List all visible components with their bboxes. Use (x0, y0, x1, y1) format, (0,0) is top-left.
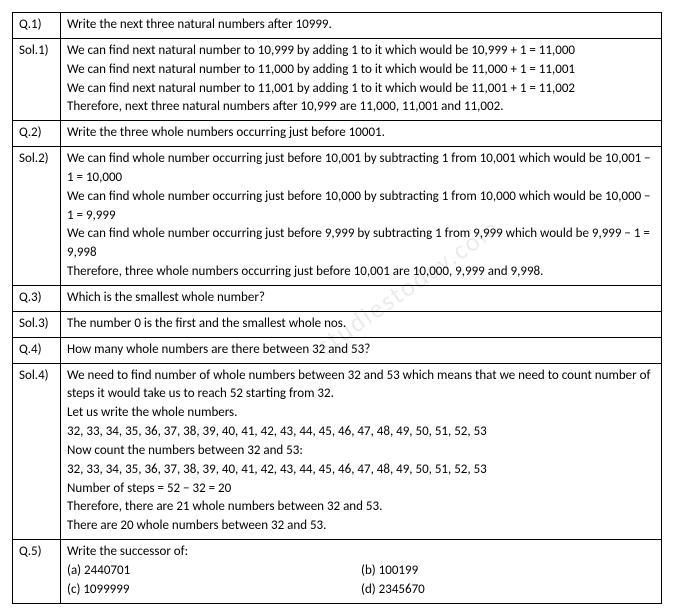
content-line: Therefore, there are 21 whole numbers be… (67, 498, 655, 517)
content-line: We can find whole number occurring just … (67, 150, 655, 188)
row-content: We need to find number of whole numbers … (61, 363, 662, 540)
content-line: We can find whole number occurring just … (67, 225, 655, 263)
row-label: Sol.4) (13, 363, 61, 540)
content-line: We can find whole number occurring just … (67, 188, 655, 226)
row-content: Write the next three natural numbers aft… (61, 13, 662, 39)
options-group: (a) 2440701(b) 100199(c) 1099999(d) 2345… (67, 562, 655, 600)
table-row: Sol.4)We need to find number of whole nu… (13, 363, 662, 540)
row-label: Sol.2) (13, 147, 61, 286)
row-label: Q.3) (13, 285, 61, 311)
row-content: We can find whole number occurring just … (61, 147, 662, 286)
content-line: The number 0 is the first and the smalle… (67, 315, 655, 334)
table-row: Q.3) Which is the smallest whole number? (13, 285, 662, 311)
content-line: We need to find number of whole numbers … (67, 367, 655, 405)
option: (b) 100199 (361, 562, 655, 581)
row-label: Q.2) (13, 121, 61, 147)
worksheet-table: Q.1) Write the next three natural numbers… (12, 12, 662, 604)
content-line: How many whole numbers are there between… (67, 341, 655, 360)
row-label: Q.5) (13, 540, 61, 604)
content-line: Write the three whole numbers occurring … (67, 124, 655, 143)
table-row: Q.1) Write the next three natural numbers… (13, 13, 662, 39)
content-line: We can find next natural number to 11,00… (67, 61, 655, 80)
option: (d) 2345670 (361, 581, 655, 600)
question-text: Write the successor of: (67, 543, 655, 562)
content-line: 32, 33, 34, 35, 36, 37, 38, 39, 40, 41, … (67, 423, 655, 442)
row-content: We can find next natural number to 10,99… (61, 38, 662, 120)
content-line: Let us write the whole numbers. (67, 404, 655, 423)
table-row: Sol.3) The number 0 is the first and the … (13, 311, 662, 337)
row-content: Write the three whole numbers occurring … (61, 121, 662, 147)
content-line: Write the next three natural numbers aft… (67, 16, 655, 35)
table-row: Sol.1) We can find next natural number to… (13, 38, 662, 120)
content-line: We can find next natural number to 11,00… (67, 80, 655, 99)
option: (a) 2440701 (67, 562, 361, 581)
content-line: There are 20 whole numbers between 32 an… (67, 517, 655, 536)
table-row: Q.4) How many whole numbers are there bet… (13, 337, 662, 363)
row-content: Which is the smallest whole number? (61, 285, 662, 311)
row-label: Q.4) (13, 337, 61, 363)
row-label: Q.1) (13, 13, 61, 39)
table-row: Q.2) Write the three whole numbers occurr… (13, 121, 662, 147)
content-line: We can find next natural number to 10,99… (67, 42, 655, 61)
row-label: Sol.3) (13, 311, 61, 337)
content-line: Which is the smallest whole number? (67, 289, 655, 308)
row-content: The number 0 is the first and the smalle… (61, 311, 662, 337)
table-row: Sol.2)We can find whole number occurring… (13, 147, 662, 286)
row-label: Sol.1) (13, 38, 61, 120)
content-line: Number of steps = 52 − 32 = 20 (67, 480, 655, 499)
table-row: Q.5)Write the successor of:(a) 2440701(b… (13, 540, 662, 604)
content-line: Therefore, next three natural numbers af… (67, 98, 655, 117)
row-content: How many whole numbers are there between… (61, 337, 662, 363)
row-content: Write the successor of:(a) 2440701(b) 10… (61, 540, 662, 604)
content-line: Therefore, three whole numbers occurring… (67, 263, 655, 282)
content-line: Now count the numbers between 32 and 53: (67, 442, 655, 461)
content-line: 32, 33, 34, 35, 36, 37, 38, 39, 40, 41, … (67, 461, 655, 480)
option: (c) 1099999 (67, 581, 361, 600)
